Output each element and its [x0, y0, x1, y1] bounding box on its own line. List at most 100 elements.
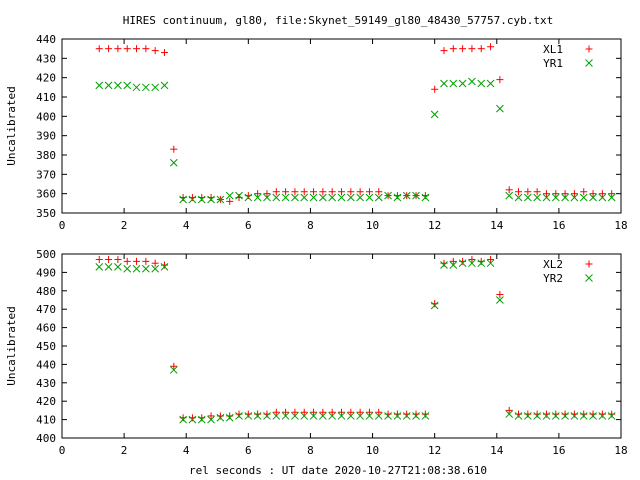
- data-point-yr2: [542, 412, 551, 420]
- panel-bottom: Uncalibrated 400410420430440450460470480…: [5, 248, 628, 457]
- data-point-xl1: [338, 188, 345, 196]
- data-point-xl2: [170, 362, 178, 370]
- data-point-yr2: [179, 415, 187, 424]
- x-tick-label: 2: [121, 444, 128, 457]
- y-tick-label: 410: [36, 414, 56, 427]
- data-point-yr2: [225, 413, 234, 422]
- x-tick-label: 6: [245, 444, 252, 457]
- data-point-yr1: [95, 81, 104, 90]
- plot-frame-top: [61, 38, 622, 214]
- data-point-yr2: [402, 412, 411, 420]
- data-point-yr1: [523, 193, 532, 202]
- data-point-yr2: [598, 412, 607, 420]
- data-point-xl2: [95, 256, 103, 264]
- data-point-xl1: [105, 45, 113, 53]
- panel-top: Uncalibrated 350360370380390400410420430…: [5, 33, 628, 232]
- data-point-yr1: [253, 193, 262, 202]
- data-point-yr2: [337, 412, 346, 420]
- data-point-xl1: [226, 197, 234, 205]
- data-point-yr2: [207, 415, 215, 424]
- data-point-yr2: [440, 261, 448, 269]
- data-point-yr1: [579, 193, 588, 202]
- data-point-yr2: [197, 415, 206, 424]
- x-tick-label: 12: [428, 444, 441, 457]
- data-point-xl2: [151, 259, 159, 267]
- data-point-yr2: [468, 259, 476, 268]
- y-tick-label: 450: [36, 340, 56, 353]
- data-point-yr2: [514, 412, 523, 420]
- x-axis-label: rel seconds : UT date 2020-10-27T21:08:3…: [189, 464, 487, 477]
- data-point-xl1: [589, 190, 597, 198]
- data-point-yr2: [551, 412, 560, 420]
- data-point-xl1: [95, 45, 103, 53]
- data-point-xl2: [496, 290, 504, 298]
- x-tick-label: 10: [366, 219, 379, 232]
- data-point-yr2: [384, 412, 392, 420]
- legend-label-yr1: YR1: [543, 57, 563, 70]
- data-point-yr2: [263, 412, 271, 420]
- data-point-yr1: [281, 193, 290, 202]
- y-tick-label: 490: [36, 266, 56, 279]
- data-point-yr1: [169, 158, 178, 167]
- data-point-xl1: [580, 188, 588, 196]
- data-point-yr1: [179, 195, 187, 204]
- data-point-yr1: [207, 195, 215, 204]
- data-point-xl1: [151, 47, 159, 55]
- y-tick-label: 420: [36, 395, 56, 408]
- data-point-xl1: [310, 188, 318, 196]
- data-point-yr2: [123, 264, 132, 273]
- data-point-xl2: [365, 408, 373, 416]
- data-point-yr1: [132, 83, 141, 92]
- data-point-xl2: [347, 408, 355, 416]
- data-point-yr1: [561, 193, 569, 202]
- data-point-yr2: [169, 366, 178, 374]
- data-point-xl1: [570, 190, 578, 198]
- data-point-yr1: [496, 104, 504, 113]
- data-point-yr2: [607, 412, 616, 420]
- data-point-yr2: [160, 263, 169, 271]
- data-point-yr2: [253, 412, 262, 420]
- y-tick-label: 380: [36, 149, 56, 162]
- y-axis-label-bottom: Uncalibrated: [5, 306, 18, 385]
- legend-marker-yr1: [585, 59, 593, 67]
- x-tick-label: 10: [366, 444, 379, 457]
- y-tick-label: 400: [36, 110, 56, 123]
- data-point-yr1: [272, 193, 281, 202]
- data-point-yr2: [449, 261, 458, 269]
- data-point-yr2: [374, 412, 383, 420]
- data-point-yr1: [263, 193, 271, 202]
- data-point-yr2: [328, 412, 337, 420]
- y-tick-label: 440: [36, 358, 56, 371]
- data-point-xl1: [356, 188, 364, 196]
- data-point-xl1: [552, 190, 560, 198]
- y-tick-label: 350: [36, 207, 56, 220]
- data-point-yr1: [421, 193, 430, 202]
- data-point-xl1: [160, 49, 168, 57]
- data-point-yr1: [114, 81, 122, 90]
- y-tick-label: 370: [36, 168, 56, 181]
- data-point-yr2: [104, 263, 113, 271]
- data-point-xl1: [263, 190, 271, 198]
- data-point-yr1: [235, 191, 243, 200]
- data-point-yr1: [160, 81, 169, 90]
- data-point-xl2: [291, 408, 299, 416]
- data-point-xl1: [431, 85, 439, 93]
- data-point-yr2: [300, 412, 309, 420]
- data-point-xl1: [375, 188, 383, 196]
- legend-label-yr2: YR2: [543, 272, 563, 285]
- data-point-xl2: [356, 408, 364, 416]
- data-point-xl1: [328, 188, 336, 196]
- legend-marker-xl2: [585, 260, 593, 268]
- data-point-xl1: [515, 188, 523, 196]
- data-point-yr2: [412, 412, 420, 420]
- x-tick-label: 12: [428, 219, 441, 232]
- data-point-yr2: [235, 412, 243, 420]
- data-point-xl2: [207, 412, 215, 420]
- y-tick-label: 360: [36, 188, 56, 201]
- data-point-yr1: [542, 193, 551, 202]
- data-point-xl1: [477, 45, 485, 53]
- y-tick-label: 480: [36, 285, 56, 298]
- data-point-yr2: [421, 412, 430, 420]
- data-point-yr2: [458, 259, 467, 268]
- data-point-xl1: [254, 190, 262, 198]
